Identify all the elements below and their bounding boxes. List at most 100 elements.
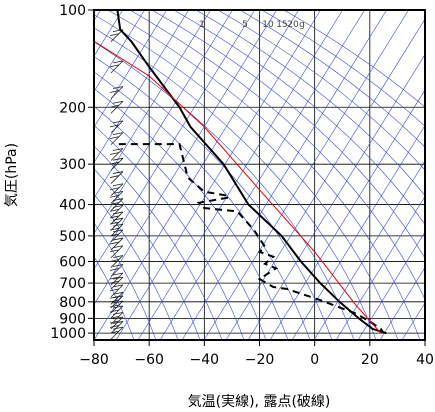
wind-barb bbox=[109, 60, 124, 74]
wind-barb-flag bbox=[112, 100, 124, 104]
wind-barb-flag bbox=[112, 272, 124, 276]
wind-barb bbox=[109, 198, 124, 211]
wind-barb-flag bbox=[112, 211, 124, 215]
isotherm-line bbox=[379, 266, 425, 340]
wind-barb-flag bbox=[109, 320, 120, 324]
y-tick-label: 800 bbox=[59, 295, 86, 311]
isotherm-line bbox=[269, 89, 425, 340]
wind-barb-flag bbox=[109, 194, 120, 198]
x-tick-label: 40 bbox=[416, 352, 434, 368]
wind-barb-flag bbox=[112, 291, 124, 295]
wind-barb bbox=[109, 190, 124, 204]
wind-barb-staff bbox=[110, 211, 124, 225]
wind-barb bbox=[109, 321, 124, 334]
adiabat-line bbox=[283, 10, 425, 108]
x-tick-label: −80 bbox=[79, 352, 109, 368]
wind-barb-staff bbox=[110, 326, 124, 340]
grid-layer bbox=[94, 10, 425, 340]
isotherm-line bbox=[94, 10, 211, 199]
y-tick-label: 300 bbox=[59, 157, 86, 173]
y-axis-title: 気圧(hPa) bbox=[4, 143, 20, 207]
isotherm-line bbox=[335, 195, 425, 340]
wind-barb-flag bbox=[109, 221, 120, 225]
isotherm-line bbox=[181, 10, 387, 340]
adiabat-line bbox=[94, 71, 311, 340]
wind-barb-flag bbox=[112, 183, 124, 187]
isotherm-line bbox=[203, 10, 409, 340]
wind-barb-flag bbox=[112, 321, 124, 324]
isotherm-line bbox=[94, 10, 255, 270]
wind-barb-staff bbox=[110, 132, 124, 145]
adiabat-line bbox=[261, 10, 425, 127]
isotherm-line bbox=[291, 124, 425, 340]
wind-barb-flag bbox=[112, 205, 124, 208]
wind-barb-staff bbox=[110, 305, 124, 319]
mixing-ratio-label: g bbox=[299, 20, 305, 30]
adiabat-line bbox=[129, 10, 425, 301]
wind-barb-flag bbox=[109, 202, 120, 205]
wind-barb-flag bbox=[109, 227, 120, 231]
x-axis-ticks: −80 −60 −40 −20 0 20 40 bbox=[79, 340, 434, 368]
wind-barb-flag bbox=[109, 276, 120, 280]
wind-barb-staff bbox=[110, 276, 124, 290]
wind-barb-flag bbox=[109, 309, 120, 313]
x-tick-label: −60 bbox=[134, 352, 164, 368]
parcel-line bbox=[94, 40, 382, 334]
wind-barb-flag bbox=[109, 90, 120, 93]
x-tick-label: −40 bbox=[190, 352, 220, 368]
wind-barb-flag bbox=[109, 325, 120, 328]
wind-barb bbox=[109, 171, 124, 184]
adiabat-line bbox=[94, 145, 223, 340]
wind-barb-staff bbox=[110, 100, 124, 114]
wind-barb-flag bbox=[112, 311, 124, 315]
wind-barb-flag bbox=[112, 300, 124, 304]
dewpoint-line bbox=[118, 143, 385, 334]
wind-barb-flag bbox=[109, 161, 120, 165]
isotherm-line bbox=[357, 231, 425, 340]
isotherm-line bbox=[94, 10, 189, 164]
isotherm-line bbox=[225, 18, 425, 340]
wind-barb bbox=[109, 217, 124, 231]
series-layer bbox=[94, 10, 387, 335]
wind-barb bbox=[109, 183, 124, 197]
wind-barb-flag bbox=[109, 33, 120, 36]
mixing-ratio-label: 1 bbox=[199, 20, 205, 30]
wind-barb-flag bbox=[112, 86, 124, 89]
mixing-ratio-label: 5 bbox=[242, 20, 248, 30]
wind-barb-flag bbox=[112, 223, 124, 227]
wind-barb-staff bbox=[110, 321, 124, 334]
wind-barb-flag bbox=[109, 152, 120, 155]
wind-barb-flag bbox=[112, 217, 124, 221]
wind-barb bbox=[109, 86, 124, 99]
wind-barb-flag bbox=[112, 60, 124, 64]
wind-barb-flag bbox=[109, 175, 120, 178]
wind-barb-flag bbox=[112, 198, 124, 201]
wind-barb-flag bbox=[109, 215, 120, 219]
y-tick-label: 200 bbox=[59, 100, 86, 116]
wind-barb-flag bbox=[109, 209, 120, 212]
adiabat-line bbox=[94, 125, 245, 340]
x-tick-label: 0 bbox=[310, 352, 319, 368]
x-tick-label: 20 bbox=[361, 352, 379, 368]
adiabat-line bbox=[94, 193, 179, 340]
wind-barb bbox=[109, 205, 124, 218]
wind-barb-flag bbox=[109, 233, 120, 237]
adiabat-line bbox=[94, 105, 267, 340]
adiabat-line bbox=[94, 14, 399, 340]
wind-barb-staff bbox=[110, 205, 124, 218]
mixing-ratio-label: 20 bbox=[287, 20, 299, 30]
isotherm-line bbox=[247, 53, 425, 340]
wind-barb-flag bbox=[112, 171, 124, 174]
isotherm-line bbox=[313, 160, 425, 340]
wind-barb bbox=[109, 245, 124, 259]
wind-barb-staff bbox=[110, 272, 124, 286]
adiabat-line bbox=[94, 88, 289, 340]
wind-barb-staff bbox=[110, 291, 124, 305]
wind-barb-flag bbox=[109, 104, 120, 108]
wind-barb-flag bbox=[112, 276, 124, 280]
x-tick-label: −20 bbox=[245, 352, 275, 368]
y-tick-label: 500 bbox=[59, 229, 86, 245]
wind-barb bbox=[109, 276, 124, 290]
wind-barb-flag bbox=[112, 264, 124, 267]
